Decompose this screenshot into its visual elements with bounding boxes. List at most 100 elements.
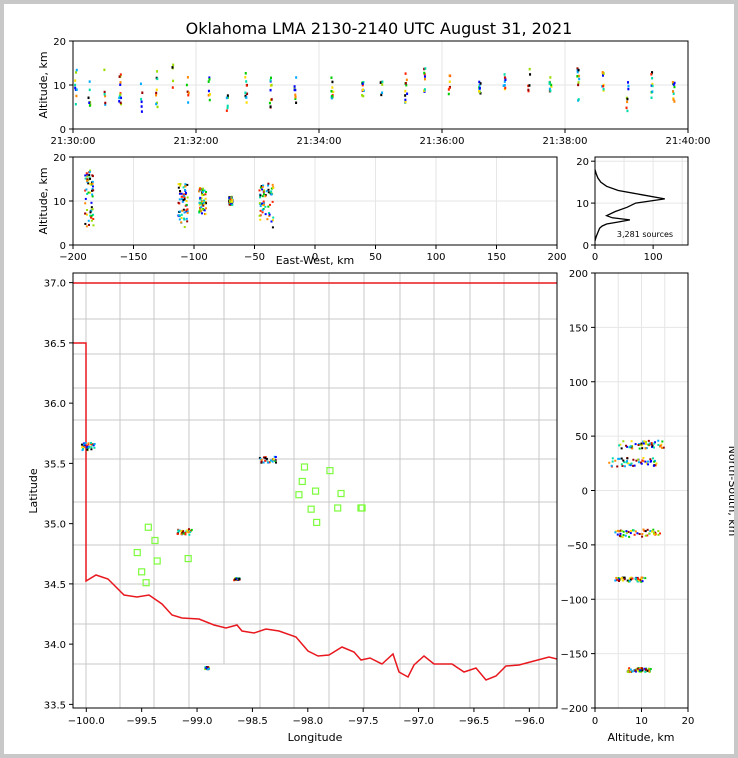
ns-height-source-point bbox=[627, 530, 630, 533]
ew-height-source-point bbox=[198, 188, 201, 191]
time-height-source-point bbox=[550, 83, 553, 87]
time-height-source-point bbox=[626, 100, 629, 104]
time-height-source-point bbox=[423, 77, 426, 81]
lma-station-marker bbox=[307, 505, 315, 513]
ns-height-source-point bbox=[636, 580, 639, 583]
ew-height-xlabel: East-West, km bbox=[276, 254, 354, 267]
ew-height-source-point bbox=[89, 191, 92, 194]
ew-height-source-point bbox=[271, 200, 274, 203]
plan-view-source-point bbox=[84, 442, 87, 445]
plan-view-source-point bbox=[189, 530, 192, 533]
ns-height-source-point bbox=[611, 460, 614, 463]
time-height-source-point bbox=[423, 67, 426, 71]
ew-height-source-point bbox=[84, 197, 87, 200]
ns-height-source-point bbox=[650, 443, 653, 446]
time-height-source-point bbox=[118, 75, 121, 78]
ew-height-source-point bbox=[262, 184, 265, 187]
ns-height-source-point bbox=[632, 464, 635, 467]
time-height-source-point bbox=[478, 84, 481, 87]
ns-height-source-point bbox=[627, 668, 630, 671]
time-height-source-point bbox=[269, 105, 272, 108]
time-height-source-point bbox=[75, 88, 78, 91]
ew-height-source-point bbox=[262, 200, 265, 203]
time-height-source-point bbox=[578, 77, 581, 81]
ew-height-source-point bbox=[182, 186, 185, 189]
time-height-source-point bbox=[576, 67, 579, 70]
plan-view-source-point bbox=[235, 577, 238, 580]
ew-height-source-point bbox=[91, 182, 94, 185]
plan-view-source-point bbox=[92, 444, 95, 447]
plan-view-source-point bbox=[86, 448, 89, 451]
time-height-source-point bbox=[103, 68, 106, 72]
figure-frame: Oklahoma LMA 2130-2140 UTC August 31, 20… bbox=[4, 4, 734, 754]
time-height-source-point bbox=[404, 94, 407, 97]
ns-height-source-point bbox=[642, 456, 645, 459]
ns-height-source-point bbox=[651, 444, 654, 447]
ew-height-xtick-label: −100 bbox=[180, 252, 207, 263]
plan-view-axes bbox=[72, 272, 558, 709]
ns-height-source-point bbox=[640, 578, 643, 581]
ew-height-source-point bbox=[86, 192, 89, 195]
ew-height-source-point bbox=[178, 192, 181, 195]
time-height-source-point bbox=[330, 89, 333, 93]
ns-height-source-point bbox=[615, 576, 618, 579]
lma-station-marker bbox=[326, 467, 334, 475]
ew-height-source-point bbox=[179, 184, 182, 187]
time-height-source-point bbox=[478, 80, 481, 84]
ew-height-source-point bbox=[183, 225, 186, 228]
ns-height-source-point bbox=[620, 576, 623, 579]
ew-height-source-point bbox=[264, 194, 267, 197]
lma-station-marker bbox=[311, 487, 320, 495]
ns-height-source-point bbox=[635, 578, 638, 581]
ns-height-source-point bbox=[614, 579, 617, 582]
alt-hist-ytick-label: 0 bbox=[583, 241, 589, 252]
ew-height-source-point bbox=[264, 213, 267, 216]
ns-height-source-point bbox=[636, 667, 639, 670]
lma-station-marker bbox=[313, 518, 321, 527]
plan-view-ytick-label: 37.0 bbox=[44, 279, 66, 290]
plan-view-ytick-label: 35.5 bbox=[44, 459, 66, 470]
ns-height-source-point bbox=[657, 439, 660, 442]
time-height-source-point bbox=[423, 75, 426, 78]
time-height-source-point bbox=[671, 80, 674, 84]
time-height-source-point bbox=[528, 84, 531, 87]
ew-height-xtick-label: 200 bbox=[547, 252, 566, 263]
time-height-source-point bbox=[404, 98, 407, 102]
time-height-source-point bbox=[245, 96, 248, 99]
plan-view-source-point bbox=[184, 531, 187, 534]
ns-height-source-point bbox=[643, 440, 646, 443]
plan-view-source-point bbox=[260, 460, 263, 463]
plan-view-source-point bbox=[265, 457, 268, 460]
plan-view-source-point bbox=[273, 455, 276, 458]
ns-height-source-point bbox=[647, 463, 650, 466]
time-height-source-point bbox=[74, 79, 77, 82]
plan-view-ytick-label: 34.5 bbox=[44, 580, 66, 591]
ew-height-source-point bbox=[84, 189, 87, 192]
time-height-source-point bbox=[651, 82, 654, 86]
ew-height-source-point bbox=[202, 187, 205, 190]
ew-height-source-point bbox=[262, 189, 265, 192]
ns-height-xlabel: Altitude, km bbox=[607, 731, 674, 744]
time-height-source-point bbox=[269, 88, 272, 92]
ew-height-source-point bbox=[198, 211, 201, 214]
ew-height-source-point bbox=[84, 202, 87, 205]
time-height-source-point bbox=[75, 71, 78, 74]
time-height-source-point bbox=[601, 74, 604, 77]
ns-height-source-point bbox=[645, 670, 648, 673]
ew-height-source-point bbox=[183, 217, 186, 220]
time-height-source-point bbox=[672, 92, 675, 95]
ew-height-source-point bbox=[186, 196, 189, 199]
ns-height-source-point bbox=[643, 667, 646, 670]
ns-height-source-point bbox=[634, 530, 637, 533]
ns-height-source-point bbox=[635, 459, 638, 462]
ns-height-source-point bbox=[630, 440, 633, 443]
time-height-source-point bbox=[577, 68, 580, 72]
time-height-source-point bbox=[295, 76, 298, 79]
plan-view-source-point bbox=[274, 455, 277, 458]
ew-height-source-point bbox=[272, 216, 275, 219]
plan-view-source-point bbox=[274, 461, 277, 464]
time-height-source-point bbox=[118, 96, 121, 100]
ns-height-source-point bbox=[644, 670, 647, 673]
ew-height-source-point bbox=[85, 188, 88, 191]
ns-height-source-point bbox=[653, 532, 656, 535]
